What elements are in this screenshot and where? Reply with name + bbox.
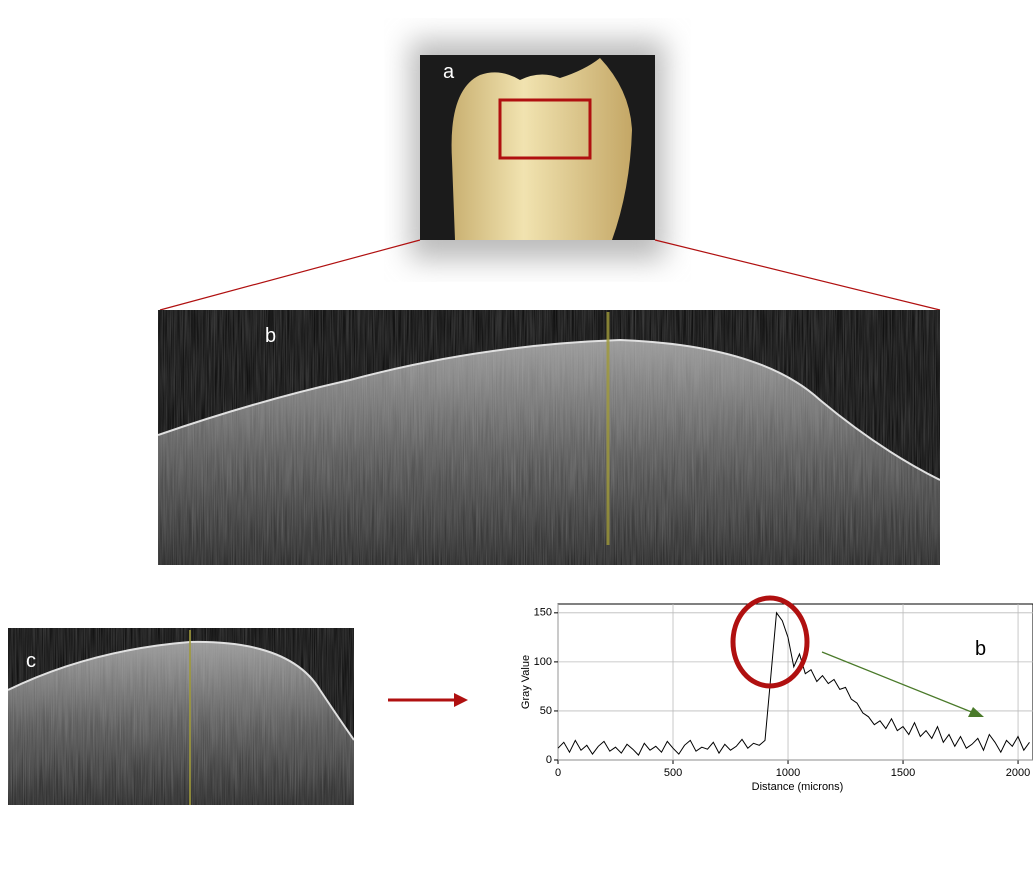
oct-speckle xyxy=(8,628,354,805)
panel-label: b xyxy=(975,638,986,660)
x-tick-label: 2000 xyxy=(1006,767,1030,779)
chart: 0 500 1000 1500 2000 0 50 100 150 Distance (micro… xyxy=(520,604,1033,793)
zoom-line xyxy=(655,240,940,310)
plot-frame xyxy=(558,604,1033,760)
oct-image xyxy=(158,310,940,565)
panel-label: a xyxy=(443,61,455,83)
y-tick-label: 50 xyxy=(540,705,552,717)
zoom-line xyxy=(160,240,420,310)
x-axis-label: Distance (microns) xyxy=(752,781,844,793)
panel-label: c xyxy=(26,650,36,672)
arrow-head xyxy=(454,693,468,707)
y-axis-label: Gray Value xyxy=(520,655,532,709)
x-tick-label: 0 xyxy=(555,767,561,779)
panel-label: b xyxy=(265,325,276,347)
oct-speckle xyxy=(158,310,940,565)
y-tick-label: 150 xyxy=(534,607,552,619)
figure: a b c 0 500 1000 1500 2000 0 50 100 150 Distance … xyxy=(0,0,1033,888)
x-tick-label: 1000 xyxy=(776,767,800,779)
tooth xyxy=(452,58,632,240)
oct-crop xyxy=(8,628,354,805)
x-tick-label: 1500 xyxy=(891,767,915,779)
y-tick-label: 0 xyxy=(546,754,552,766)
y-tick-label: 100 xyxy=(534,656,552,668)
x-tick-label: 500 xyxy=(664,767,682,779)
